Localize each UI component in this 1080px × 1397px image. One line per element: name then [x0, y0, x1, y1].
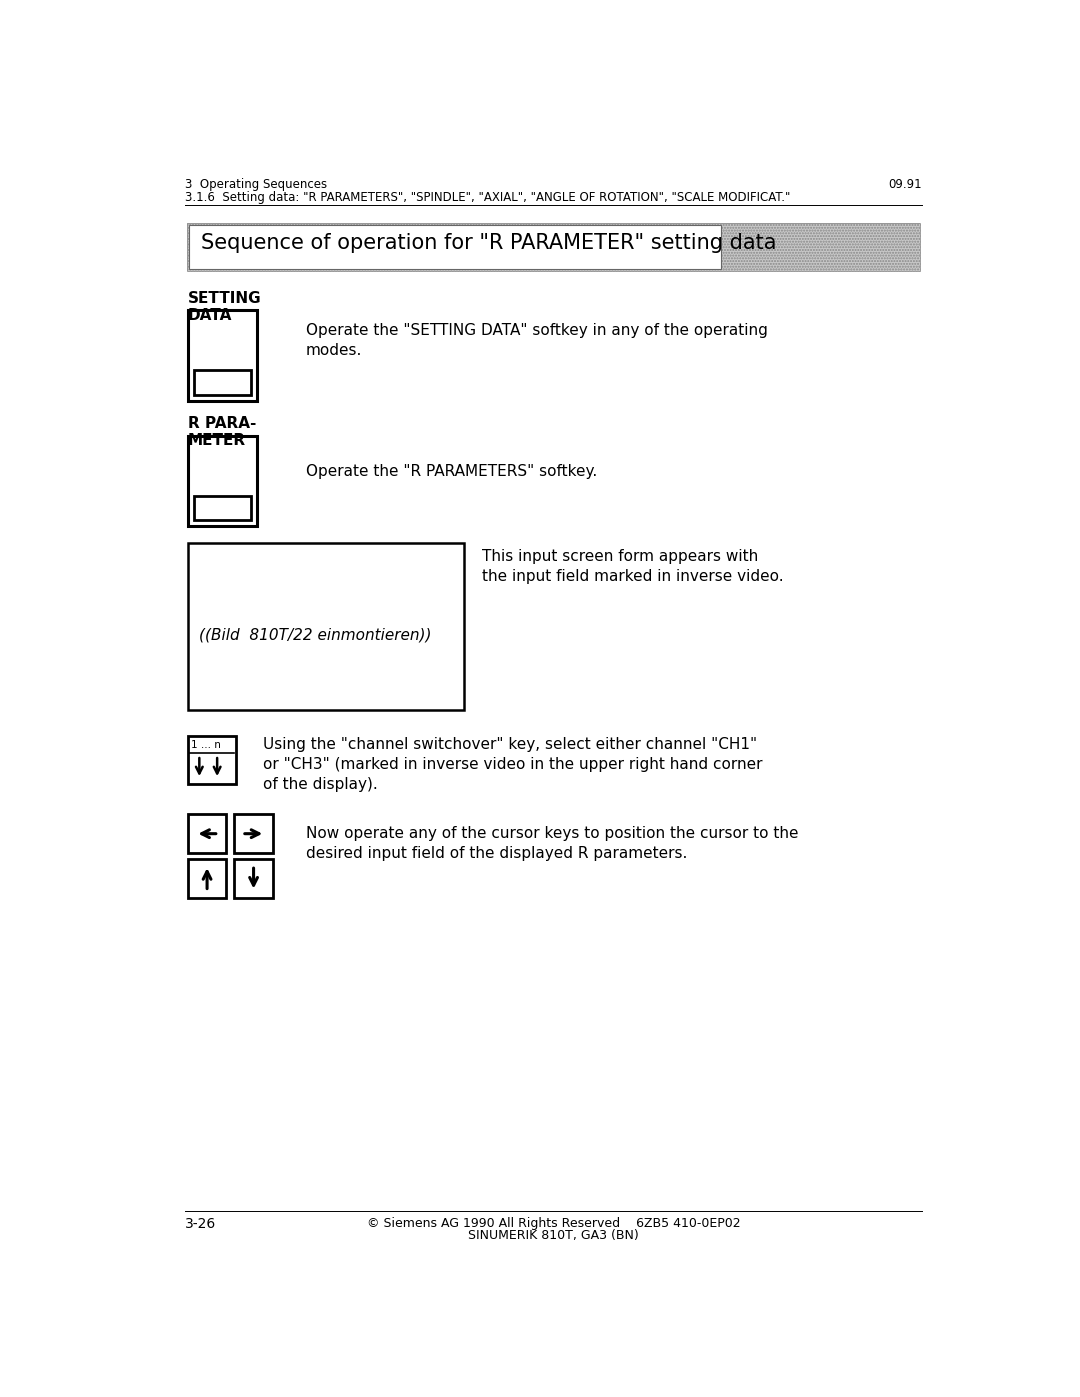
Bar	[194, 496, 252, 520]
Text: Using the "channel switchover" key, select either channel "CH1"
or "CH3" (marked: Using the "channel switchover" key, sele…	[262, 738, 762, 792]
Bar	[188, 436, 257, 527]
Text: 3.1.6  Setting data: "R PARAMETERS", "SPINDLE", "AXIAL", "ANGLE OF ROTATION", "S: 3.1.6 Setting data: "R PARAMETERS", "SPI…	[186, 191, 791, 204]
Bar	[234, 814, 273, 854]
Text: 09.91: 09.91	[888, 179, 921, 191]
Text: 3-26: 3-26	[186, 1217, 217, 1231]
Bar	[188, 859, 227, 898]
Bar	[189, 225, 720, 268]
Bar	[234, 859, 273, 898]
Text: 1 ... n: 1 ... n	[191, 740, 220, 750]
Text: Operate the "R PARAMETERS" softkey.: Operate the "R PARAMETERS" softkey.	[306, 464, 597, 479]
Text: Operate the "SETTING DATA" softkey in any of the operating
modes.: Operate the "SETTING DATA" softkey in an…	[306, 323, 768, 358]
Text: © Siemens AG 1990 All Rights Reserved    6ZB5 410-0EP02: © Siemens AG 1990 All Rights Reserved 6Z…	[367, 1217, 740, 1231]
Bar	[188, 736, 235, 784]
Bar	[188, 310, 257, 401]
Text: SINUMERIK 810T, GA3 (BN): SINUMERIK 810T, GA3 (BN)	[468, 1229, 639, 1242]
Text: Now operate any of the cursor keys to position the cursor to the
desired input f: Now operate any of the cursor keys to po…	[306, 826, 798, 861]
Bar	[187, 224, 920, 271]
Text: This input screen form appears with
the input field marked in inverse video.: This input screen form appears with the …	[482, 549, 784, 584]
Bar	[194, 370, 252, 395]
Text: ((Bild  810T/22 einmontieren)): ((Bild 810T/22 einmontieren))	[200, 627, 432, 643]
Text: 3  Operating Sequences: 3 Operating Sequences	[186, 179, 327, 191]
Bar	[188, 542, 463, 711]
Text: Sequence of operation for "R PARAMETER" setting data: Sequence of operation for "R PARAMETER" …	[201, 233, 777, 253]
Text: SETTING
DATA: SETTING DATA	[188, 291, 261, 323]
Bar	[188, 814, 227, 854]
Text: R PARA-
METER: R PARA- METER	[188, 415, 256, 448]
Bar	[187, 224, 920, 271]
